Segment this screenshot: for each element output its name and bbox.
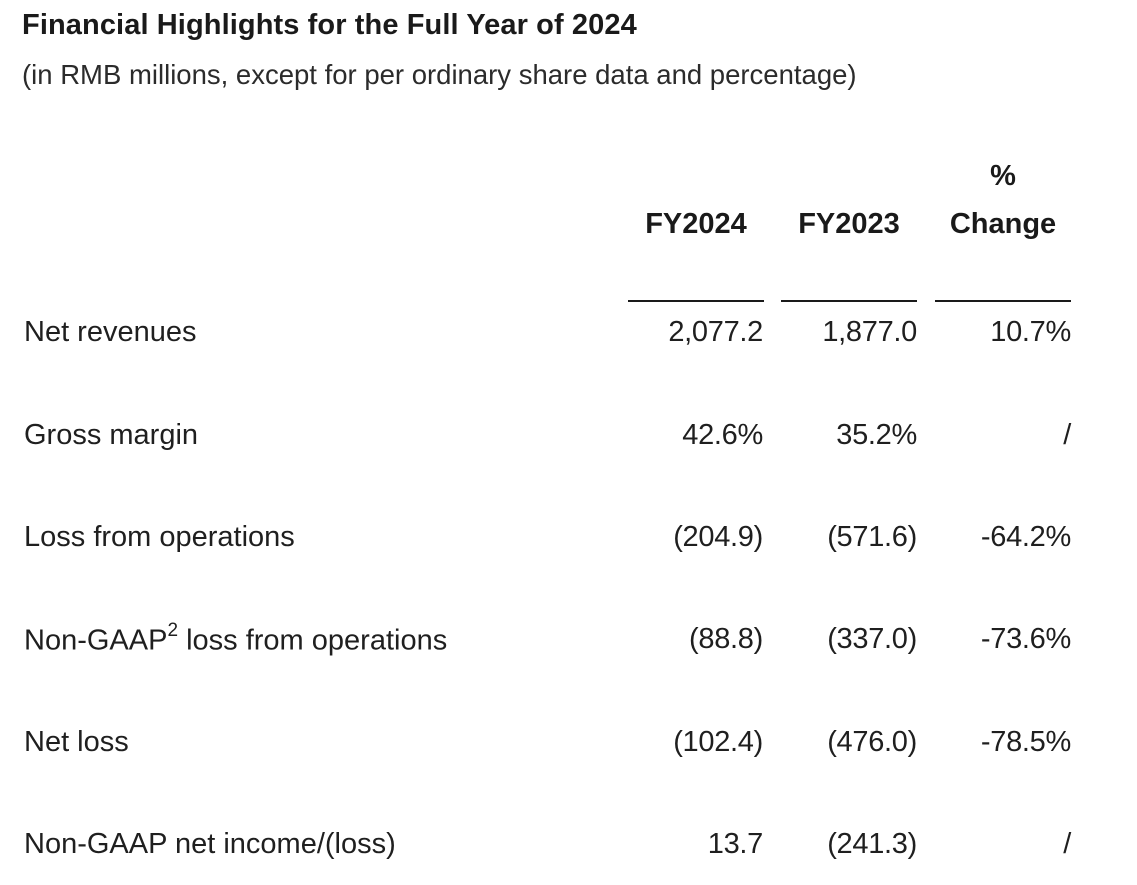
table-row-non-gaap-net-income-loss: Non-GAAP net income/(loss) 13.7 (241.3) … (0, 828, 1137, 868)
table-row-gross-margin: Gross margin 42.6% 35.2% / (0, 419, 1137, 459)
value-change: -73.6% (980, 623, 1071, 655)
page-subtitle: (in RMB millions, except for per ordinar… (22, 59, 857, 90)
column-header-percent-symbol: % (990, 160, 1016, 192)
value-change: -64.2% (980, 521, 1071, 553)
header-rule-fy2023 (781, 300, 917, 302)
table-row-net-loss: Net loss (102.4) (476.0) -78.5% (0, 726, 1137, 766)
value-fy2023: (241.3) (827, 828, 917, 860)
column-header-fy2023: FY2023 (798, 208, 900, 240)
value-fy2024: 2,077.2 (668, 316, 763, 348)
value-fy2023: (571.6) (827, 521, 917, 553)
header-rule-change (935, 300, 1071, 302)
row-label: Net loss (24, 726, 129, 758)
value-fy2024: 42.6% (682, 419, 763, 451)
table-row-non-gaap-loss-from-operations: Non-GAAP2 loss from operations (88.8) (3… (0, 620, 1137, 663)
row-label: Loss from operations (24, 521, 295, 553)
value-change: -78.5% (980, 726, 1071, 758)
column-header-fy2024: FY2024 (645, 208, 747, 240)
page-title: Financial Highlights for the Full Year o… (22, 9, 637, 41)
table-row-loss-from-operations: Loss from operations (204.9) (571.6) -64… (0, 521, 1137, 561)
footnote-marker: 2 (167, 620, 179, 641)
value-change: / (1063, 419, 1071, 451)
value-fy2024: (88.8) (689, 623, 763, 655)
value-change: / (1063, 828, 1071, 860)
header-rule-fy2024 (628, 300, 764, 302)
value-change: 10.7% (990, 316, 1071, 348)
row-label: Non-GAAP2 loss from operations (24, 620, 448, 658)
value-fy2023: 35.2% (836, 419, 917, 451)
value-fy2023: (476.0) (827, 726, 917, 758)
row-label-prefix: Non-GAAP (24, 624, 168, 657)
row-label: Non-GAAP net income/(loss) (24, 828, 396, 860)
column-header-change: Change (949, 208, 1057, 240)
value-fy2023: (337.0) (827, 623, 917, 655)
value-fy2023: 1,877.0 (822, 316, 917, 348)
value-fy2024: (102.4) (673, 726, 763, 758)
value-fy2024: 13.7 (707, 828, 764, 860)
table-row-net-revenues: Net revenues 2,077.2 1,877.0 10.7% (0, 316, 1137, 356)
row-label-suffix: loss from operations (178, 624, 448, 657)
value-fy2024: (204.9) (673, 521, 763, 553)
row-label: Gross margin (24, 419, 199, 451)
row-label: Net revenues (24, 316, 197, 348)
